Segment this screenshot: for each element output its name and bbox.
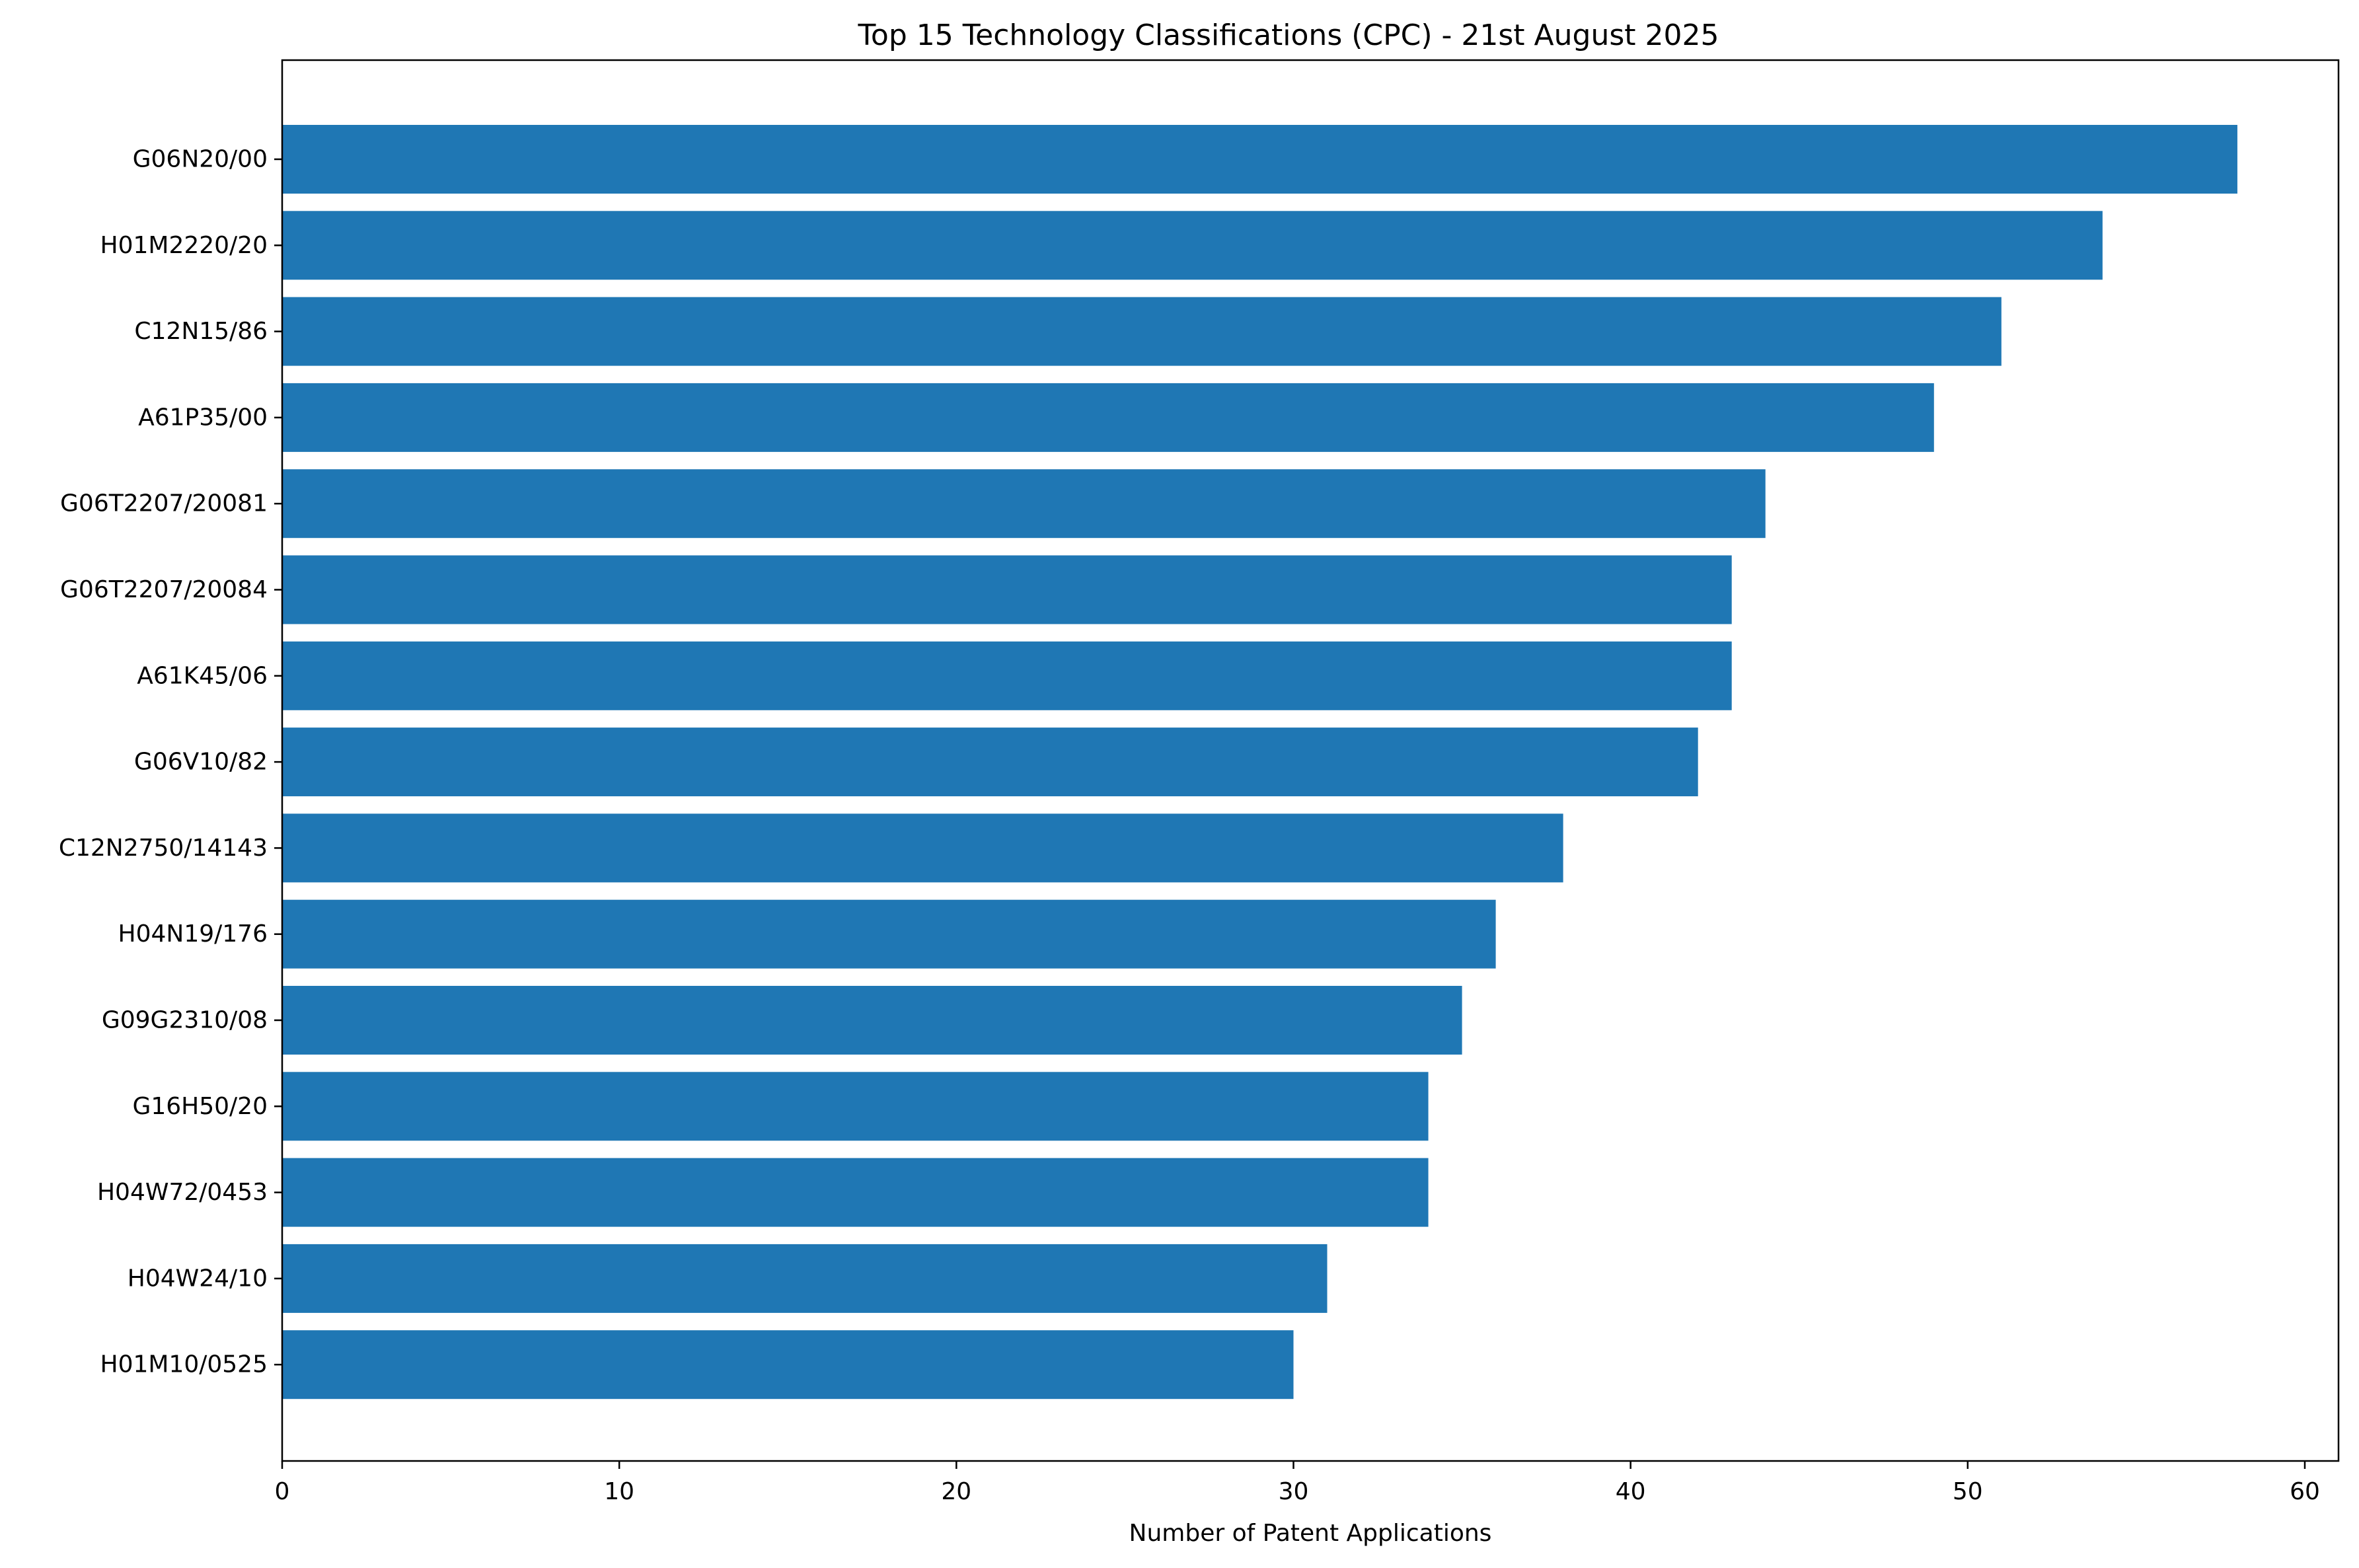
bar-10 [282,986,1462,1055]
bar-5 [282,556,1732,624]
y-tick-label: H04N19/176 [118,920,268,948]
x-axis-label: Number of Patent Applications [1129,1520,1492,1547]
x-tick-label: 30 [1279,1478,1309,1505]
bar-2 [282,297,2002,366]
y-tick-label: G06T2207/20084 [60,576,268,603]
bar-7 [282,728,1698,796]
bar-1 [282,211,2103,280]
x-tick-label: 40 [1616,1478,1646,1505]
y-tick-label: A61P35/00 [138,404,268,431]
bar-9 [282,900,1496,969]
bar-4 [282,469,1766,538]
y-tick-label: G06T2207/20081 [60,490,268,517]
bar-13 [282,1244,1328,1313]
y-tick-label: H01M10/0525 [100,1351,268,1378]
x-tick-label: 50 [1953,1478,1983,1505]
x-tick-label: 10 [604,1478,634,1505]
x-tick-label: 20 [941,1478,971,1505]
bar-0 [282,125,2237,194]
y-tick-label: G06V10/82 [134,749,268,776]
y-tick-label: H04W24/10 [128,1265,268,1292]
x-tick-label: 60 [2290,1478,2320,1505]
bar-12 [282,1158,1429,1227]
y-tick-label: H01M2220/20 [100,232,268,259]
y-tick-label: G06N20/00 [133,146,268,173]
bar-3 [282,383,1934,452]
y-tick-label: G16H50/20 [132,1093,268,1120]
chart-title: Top 15 Technology Classifications (CPC) … [858,19,1719,52]
bar-6 [282,642,1732,710]
bar-11 [282,1072,1429,1140]
bar-8 [282,813,1563,882]
x-tick-label: 0 [275,1478,290,1505]
y-tick-label: G09G2310/08 [102,1007,268,1034]
y-tick-label: C12N15/86 [134,318,268,345]
y-tick-label: C12N2750/14143 [59,835,268,862]
bar-14 [282,1330,1293,1399]
y-tick-label: H04W72/0453 [97,1179,268,1206]
y-tick-label: A61K45/06 [137,662,268,689]
